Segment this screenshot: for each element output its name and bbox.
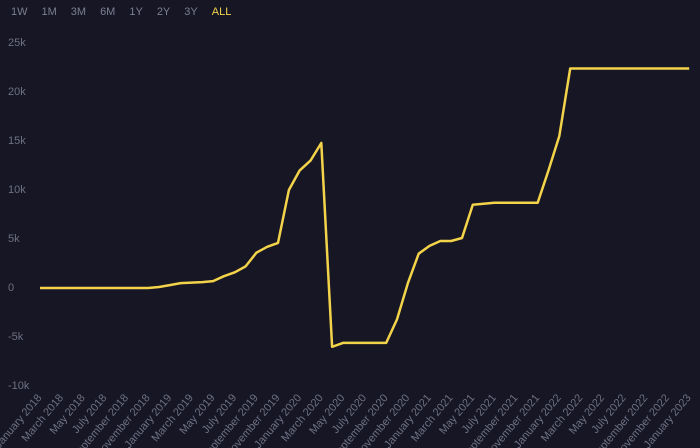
- range-selector: 1W 1M 3M 6M 1Y 2Y 3Y ALL: [4, 4, 238, 20]
- y-tick-label: 25k: [8, 37, 26, 49]
- range-button[interactable]: 3Y: [177, 4, 204, 20]
- range-button[interactable]: ALL: [205, 4, 239, 20]
- range-button[interactable]: 1Y: [122, 4, 149, 20]
- range-button[interactable]: 6M: [93, 4, 122, 20]
- data-line: [40, 67, 690, 349]
- y-tick-label: 10k: [8, 184, 26, 196]
- y-tick-label: 5k: [8, 233, 20, 245]
- y-tick-label: -10k: [8, 380, 30, 392]
- y-tick-label: 0: [8, 282, 14, 294]
- y-tick-label: -5k: [8, 331, 24, 343]
- y-tick-label: 15k: [8, 135, 26, 147]
- range-button[interactable]: 1M: [35, 4, 64, 20]
- range-button[interactable]: 2Y: [150, 4, 177, 20]
- y-tick-label: 20k: [8, 86, 26, 98]
- range-button[interactable]: 3M: [64, 4, 93, 20]
- range-button[interactable]: 1W: [4, 4, 35, 20]
